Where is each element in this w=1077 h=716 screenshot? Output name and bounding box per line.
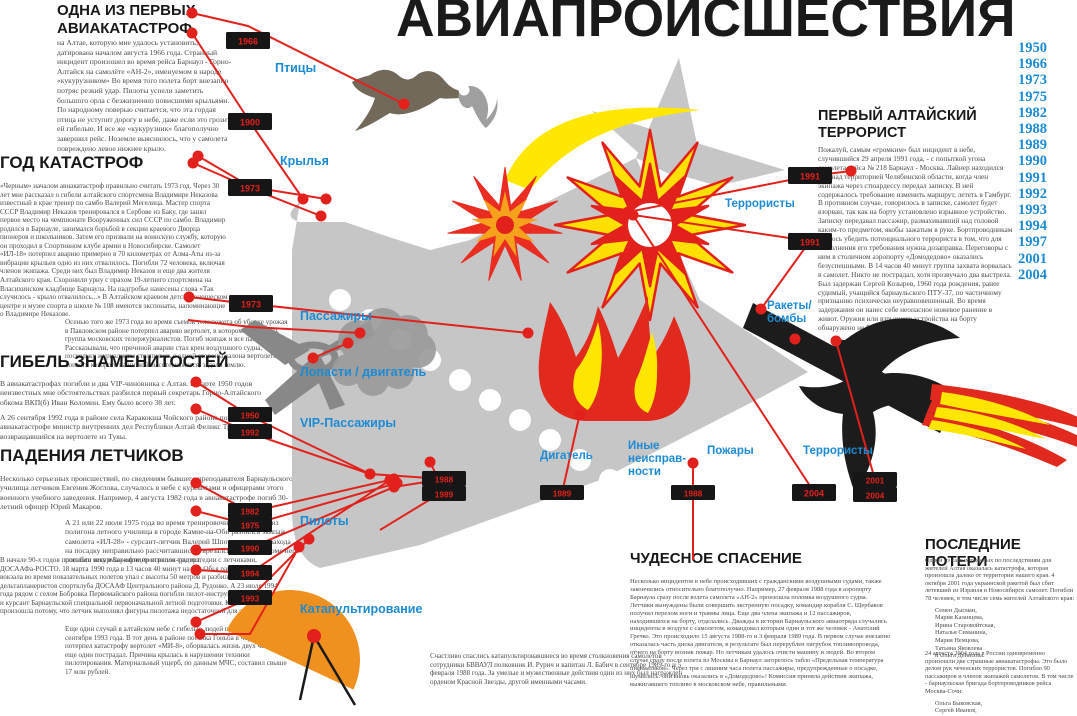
svg-text:Пожары: Пожары [707, 445, 754, 457]
svg-text:Птицы: Птицы [275, 61, 316, 75]
svg-text:Пассажиры: Пассажиры [300, 309, 372, 323]
svg-text:1950: 1950 [241, 411, 260, 421]
svg-text:Ракеты/: Ракеты/ [767, 300, 812, 312]
svg-text:1990: 1990 [241, 544, 260, 554]
svg-text:1993: 1993 [241, 594, 260, 604]
svg-text:2001: 2001 [866, 476, 885, 486]
svg-text:Террористы: Террористы [803, 445, 873, 457]
svg-text:1966: 1966 [238, 37, 258, 47]
svg-text:1989: 1989 [553, 489, 572, 499]
svg-text:1988: 1988 [435, 475, 454, 485]
svg-text:1991: 1991 [800, 172, 820, 182]
svg-text:Иные: Иные [628, 440, 659, 452]
svg-text:Лопасти / двигатель: Лопасти / двигатель [300, 365, 427, 379]
svg-text:1973: 1973 [240, 184, 260, 194]
svg-text:1988: 1988 [684, 489, 703, 499]
svg-text:2004: 2004 [804, 489, 824, 499]
svg-text:Крылья: Крылья [280, 154, 329, 168]
svg-text:1973: 1973 [241, 300, 261, 310]
svg-text:1900: 1900 [240, 118, 260, 128]
svg-text:1991: 1991 [800, 238, 820, 248]
svg-text:1982: 1982 [241, 507, 260, 517]
svg-text:1994: 1994 [241, 569, 260, 579]
svg-text:1989: 1989 [435, 490, 454, 500]
svg-text:VIP-Пассажиры: VIP-Пассажиры [300, 416, 396, 430]
svg-text:ности: ности [628, 466, 661, 478]
svg-text:неисправ-: неисправ- [628, 453, 686, 465]
svg-text:Катапультирование: Катапультирование [300, 602, 422, 616]
svg-text:Террористы: Террористы [725, 198, 795, 210]
svg-text:2004: 2004 [866, 491, 885, 501]
svg-text:бомбы: бомбы [767, 313, 806, 325]
svg-text:Дигатель: Дигатель [540, 450, 593, 462]
svg-text:1992: 1992 [241, 428, 260, 438]
svg-text:1975: 1975 [241, 521, 260, 531]
svg-text:Пилоты: Пилоты [300, 514, 349, 528]
